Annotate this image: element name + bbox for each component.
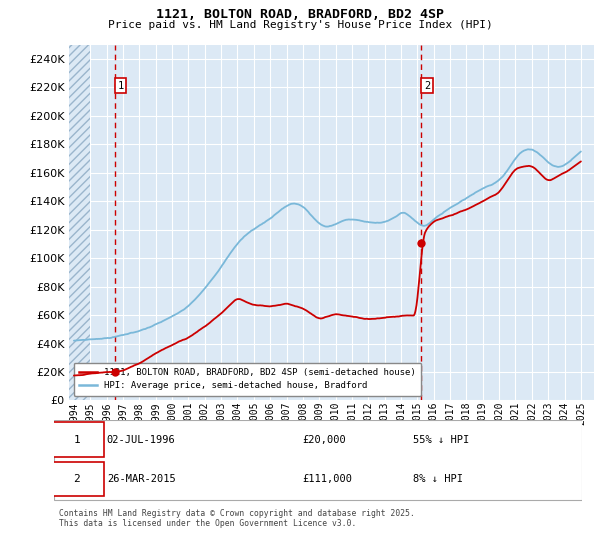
Legend: 1121, BOLTON ROAD, BRADFORD, BD2 4SP (semi-detached house), HPI: Average price, : 1121, BOLTON ROAD, BRADFORD, BD2 4SP (se…	[74, 362, 421, 396]
Text: 1: 1	[73, 435, 80, 445]
Text: 2: 2	[424, 81, 430, 91]
Text: 26-MAR-2015: 26-MAR-2015	[107, 474, 176, 484]
Text: Contains HM Land Registry data © Crown copyright and database right 2025.
This d: Contains HM Land Registry data © Crown c…	[59, 508, 415, 528]
Text: 8% ↓ HPI: 8% ↓ HPI	[413, 474, 463, 484]
FancyBboxPatch shape	[49, 462, 104, 496]
Text: 02-JUL-1996: 02-JUL-1996	[107, 435, 176, 445]
Text: £20,000: £20,000	[302, 435, 346, 445]
FancyBboxPatch shape	[54, 420, 582, 500]
Text: 2: 2	[73, 474, 80, 484]
Text: £111,000: £111,000	[302, 474, 352, 484]
FancyBboxPatch shape	[49, 422, 104, 457]
Polygon shape	[69, 45, 90, 400]
Text: 55% ↓ HPI: 55% ↓ HPI	[413, 435, 469, 445]
Text: 1121, BOLTON ROAD, BRADFORD, BD2 4SP: 1121, BOLTON ROAD, BRADFORD, BD2 4SP	[156, 8, 444, 21]
Text: 1: 1	[117, 81, 124, 91]
Text: Price paid vs. HM Land Registry's House Price Index (HPI): Price paid vs. HM Land Registry's House …	[107, 20, 493, 30]
